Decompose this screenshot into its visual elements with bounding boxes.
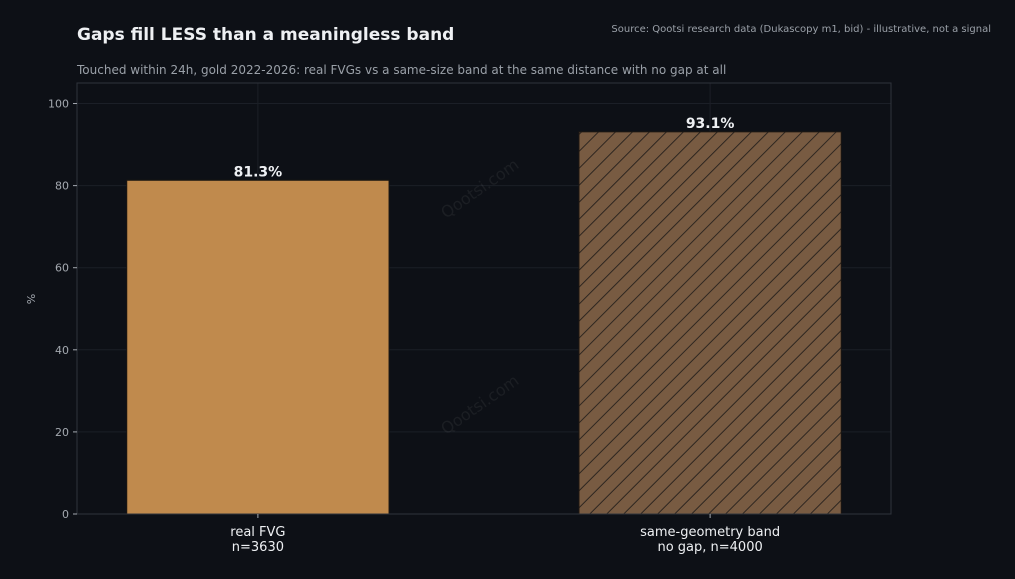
y-tick-label: 100 bbox=[48, 98, 69, 111]
x-category-label: same-geometry band no gap, n=4000 bbox=[640, 525, 780, 555]
y-tick-label: 80 bbox=[55, 180, 69, 193]
bar-value-label: 93.1% bbox=[686, 116, 735, 132]
y-tick-label: 40 bbox=[55, 344, 69, 357]
plot-frame bbox=[76, 82, 892, 515]
bars: 81.3% 93.1% bbox=[126, 116, 842, 515]
chart-subtitle: Touched within 24h, gold 2022-2026: real… bbox=[77, 63, 727, 77]
x-axis: real FVG n=3630 same-geometry band no gap, … bbox=[230, 514, 780, 555]
x-category-label: real FVG n=3630 bbox=[230, 525, 285, 555]
y-tick-label: 20 bbox=[55, 426, 69, 439]
source-note: Source: Qootsi research data (Dukascopy … bbox=[611, 24, 991, 35]
y-axis-label: % bbox=[25, 294, 38, 304]
bar-value-label: 81.3% bbox=[234, 164, 283, 180]
y-axis: 0 20 40 60 80 100 bbox=[48, 98, 77, 521]
y-tick-label: 0 bbox=[62, 508, 69, 521]
y-tick-label: 60 bbox=[55, 262, 69, 275]
chart-title: Gaps fill LESS than a meaningless band bbox=[77, 25, 455, 45]
bar-1 bbox=[578, 131, 842, 515]
bar-0 bbox=[126, 179, 390, 515]
